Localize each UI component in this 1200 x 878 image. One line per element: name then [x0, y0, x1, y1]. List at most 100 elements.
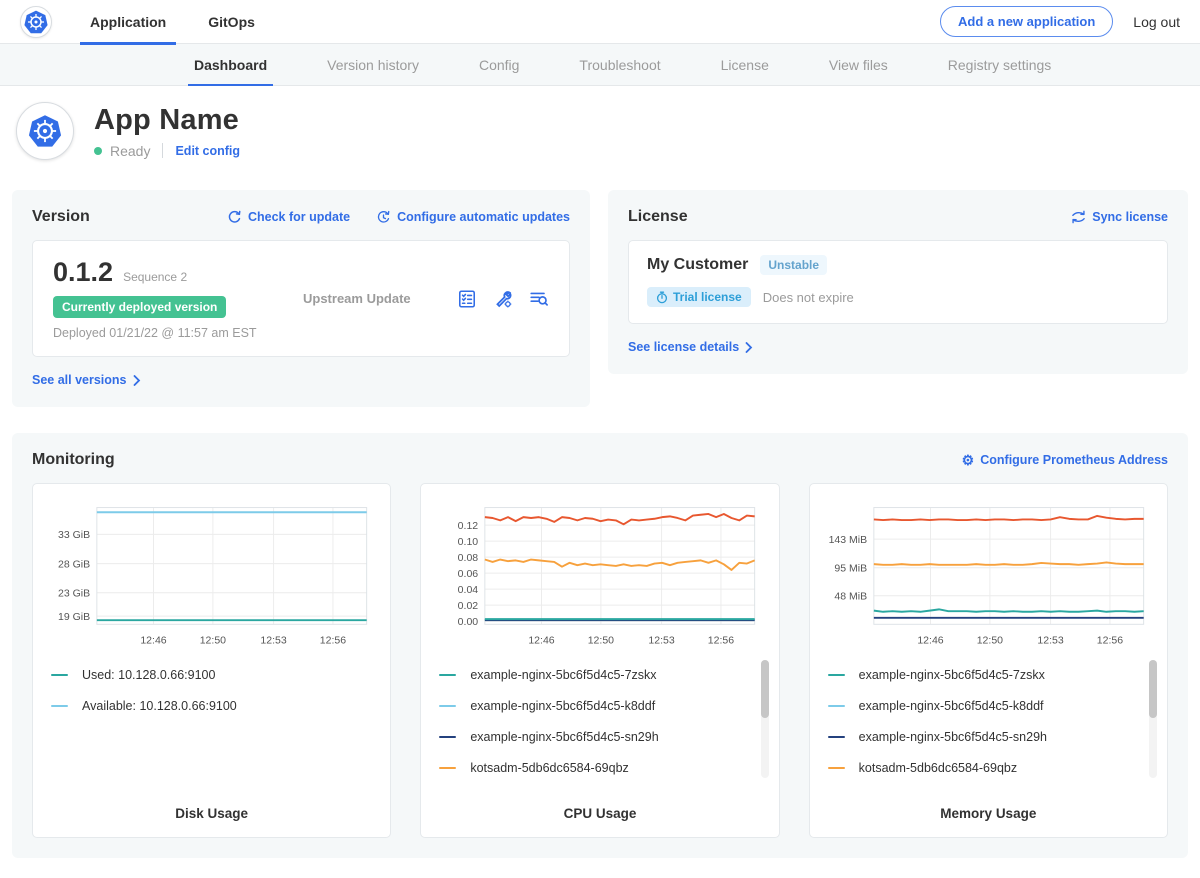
edit-config-link[interactable]: Edit config — [175, 144, 240, 158]
legend-item[interactable]: Available: 10.128.0.66:9100 — [51, 699, 372, 713]
legend-color-dash — [439, 736, 456, 738]
configure-prometheus-link[interactable]: ⚙ Configure Prometheus Address — [962, 453, 1168, 467]
tab-gitops-label: GitOps — [208, 14, 255, 30]
check-for-update-label: Check for update — [248, 210, 350, 224]
chart-title: CPU Usage — [437, 796, 762, 825]
license-panel: License Sync license My Customer Unstabl… — [608, 190, 1188, 374]
legend-item[interactable]: example-nginx-5bc6f5d4c5-k8ddf — [828, 699, 1149, 713]
chart-title: Disk Usage — [49, 796, 374, 825]
legend-color-dash — [828, 705, 845, 707]
svg-text:12:56: 12:56 — [320, 634, 346, 646]
configure-prometheus-label: Configure Prometheus Address — [980, 453, 1168, 467]
stopwatch-icon — [656, 291, 668, 304]
svg-text:0.12: 0.12 — [458, 520, 479, 532]
version-sequence: Sequence 2 — [123, 270, 187, 284]
svg-text:12:53: 12:53 — [260, 634, 286, 646]
page-title: App Name — [94, 104, 240, 137]
edit-config-icon[interactable] — [493, 289, 513, 309]
monitoring-title: Monitoring — [32, 451, 115, 469]
gear-icon: ⚙ — [962, 453, 975, 467]
legend-label: example-nginx-5bc6f5d4c5-k8ddf — [859, 699, 1044, 713]
license-type-label: Trial license — [673, 290, 742, 304]
svg-text:95 MiB: 95 MiB — [834, 563, 867, 575]
legend-scrollbar[interactable] — [761, 660, 769, 778]
version-number: 0.1.2 — [53, 257, 113, 288]
topnav-tabs: Application GitOps — [80, 0, 287, 44]
memory-usage-legend: example-nginx-5bc6f5d4c5-7zskx example-ng… — [826, 658, 1151, 796]
deployed-timestamp: Deployed 01/21/22 @ 11:57 am EST — [53, 326, 303, 340]
scrollbar-thumb[interactable] — [1149, 660, 1157, 718]
license-panel-title: License — [628, 208, 688, 226]
top-nav: Application GitOps Add a new application… — [0, 0, 1200, 44]
subnav-config[interactable]: Config — [473, 44, 525, 85]
channel-badge: Unstable — [760, 255, 827, 275]
legend-scrollbar[interactable] — [1149, 660, 1157, 778]
legend-label: Used: 10.128.0.66:9100 — [82, 668, 215, 682]
svg-text:12:50: 12:50 — [200, 634, 226, 646]
view-diff-icon[interactable] — [529, 289, 549, 309]
legend-item[interactable]: example-nginx-5bc6f5d4c5-sn29h — [828, 730, 1149, 744]
status-dot — [94, 147, 102, 155]
disk-usage-chart-card: 19 GiB23 GiB28 GiB33 GiB12:4612:5012:531… — [32, 483, 391, 838]
kubernetes-logo-icon[interactable] — [20, 6, 52, 38]
legend-item[interactable]: kotsadm-5db6dc6584-69qbz — [439, 761, 760, 775]
svg-text:33 GiB: 33 GiB — [58, 529, 90, 541]
legend-color-dash — [51, 674, 68, 676]
legend-color-dash — [828, 736, 845, 738]
charts-row: 19 GiB23 GiB28 GiB33 GiB12:4612:5012:531… — [32, 483, 1168, 838]
tab-gitops[interactable]: GitOps — [198, 0, 265, 44]
legend-label: Available: 10.128.0.66:9100 — [82, 699, 237, 713]
schedule-update-icon — [376, 210, 391, 225]
legend-item[interactable]: example-nginx-5bc6f5d4c5-k8ddf — [439, 699, 760, 713]
legend-label: kotsadm-5db6dc6584-69qbz — [470, 761, 628, 775]
subnav-view-files[interactable]: View files — [823, 44, 894, 85]
svg-text:0.06: 0.06 — [458, 568, 479, 580]
legend-color-dash — [828, 674, 845, 676]
sync-license-link[interactable]: Sync license — [1071, 210, 1168, 224]
app-icon — [16, 102, 74, 160]
memory-usage-chart-card: 48 MiB95 MiB143 MiB12:4612:5012:5312:56 … — [809, 483, 1168, 838]
svg-text:23 GiB: 23 GiB — [58, 588, 90, 600]
cpu-usage-chart: 0.000.020.040.060.080.100.1212:4612:5012… — [437, 498, 762, 658]
see-license-details-link[interactable]: See license details — [628, 340, 753, 354]
svg-text:0.00: 0.00 — [458, 616, 479, 628]
legend-label: kotsadm-5db6dc6584-69qbz — [859, 761, 1017, 775]
legend-label: example-nginx-5bc6f5d4c5-sn29h — [859, 730, 1047, 744]
current-version-card: 0.1.2 Sequence 2 Currently deployed vers… — [32, 240, 570, 357]
legend-item[interactable]: example-nginx-5bc6f5d4c5-7zskx — [439, 668, 760, 682]
legend-item[interactable]: kotsadm-5db6dc6584-69qbz — [828, 761, 1149, 775]
divider — [162, 143, 163, 158]
svg-text:0.10: 0.10 — [458, 536, 479, 548]
monitoring-panel: Monitoring ⚙ Configure Prometheus Addres… — [12, 433, 1188, 858]
configure-automatic-updates-link[interactable]: Configure automatic updates — [376, 210, 570, 225]
check-for-update-link[interactable]: Check for update — [227, 210, 350, 225]
tab-application[interactable]: Application — [80, 0, 176, 44]
subnav-version-history[interactable]: Version history — [321, 44, 425, 85]
version-panel-title: Version — [32, 208, 90, 226]
legend-item[interactable]: example-nginx-5bc6f5d4c5-7zskx — [828, 668, 1149, 682]
disk-usage-legend: Used: 10.128.0.66:9100 Available: 10.128.… — [49, 658, 374, 796]
svg-text:0.08: 0.08 — [458, 552, 479, 564]
legend-item[interactable]: example-nginx-5bc6f5d4c5-sn29h — [439, 730, 760, 744]
scrollbar-thumb[interactable] — [761, 660, 769, 718]
svg-text:48 MiB: 48 MiB — [834, 591, 867, 603]
subnav-troubleshoot[interactable]: Troubleshoot — [573, 44, 666, 85]
subnav-dashboard[interactable]: Dashboard — [188, 44, 273, 85]
svg-text:12:46: 12:46 — [529, 634, 555, 646]
disk-usage-chart: 19 GiB23 GiB28 GiB33 GiB12:4612:5012:531… — [49, 498, 374, 658]
subnav-license[interactable]: License — [715, 44, 775, 85]
svg-text:12:56: 12:56 — [1096, 634, 1122, 646]
preflight-checks-icon[interactable] — [457, 289, 477, 309]
logout-link[interactable]: Log out — [1133, 14, 1180, 30]
see-all-versions-link[interactable]: See all versions — [32, 373, 141, 387]
legend-label: example-nginx-5bc6f5d4c5-7zskx — [859, 668, 1045, 682]
tab-application-label: Application — [90, 14, 166, 30]
add-application-button[interactable]: Add a new application — [940, 6, 1113, 37]
legend-color-dash — [439, 767, 456, 769]
svg-text:12:53: 12:53 — [1037, 634, 1063, 646]
legend-item[interactable]: Used: 10.128.0.66:9100 — [51, 668, 372, 682]
subnav-registry-settings[interactable]: Registry settings — [942, 44, 1057, 85]
configure-automatic-updates-label: Configure automatic updates — [397, 210, 570, 224]
see-all-versions-label: See all versions — [32, 373, 127, 387]
version-source: Upstream Update — [303, 291, 457, 306]
